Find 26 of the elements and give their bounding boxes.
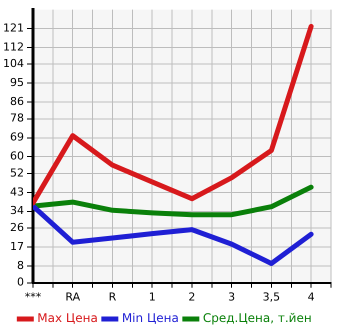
y-tick-label: 26 [10, 221, 24, 234]
y-tick-label: 17 [10, 240, 24, 253]
y-tick-label: 60 [10, 150, 24, 163]
y-tick-label: 43 [10, 185, 24, 198]
legend-label: Сред.Цена, т.йен [202, 311, 312, 326]
legend-label: Min Цена [122, 311, 179, 326]
y-tick-label: 121 [2, 21, 24, 34]
y-tick-label: 112 [2, 40, 24, 54]
x-tick-label: RA [65, 290, 81, 304]
y-tick-label: 0 [16, 276, 24, 289]
y-tick-label: 95 [10, 76, 24, 90]
legend-label: Max Цена [37, 311, 98, 326]
x-tick-label: 3 [228, 290, 236, 304]
y-tick-label: 69 [10, 130, 24, 144]
x-tick-label: 1 [148, 290, 156, 304]
y-tick-label: 34 [10, 204, 24, 218]
x-tick-label: 4 [308, 290, 315, 304]
x-tick-label: R [108, 290, 117, 304]
x-tick-label: 2 [188, 290, 196, 304]
y-tick-label: 86 [10, 94, 24, 108]
x-tick-label: *** [24, 290, 42, 304]
y-tick-label: 104 [2, 57, 24, 70]
y-tick-label: 52 [10, 166, 24, 180]
y-tick-label: 78 [10, 112, 24, 125]
x-tick-label: 3,5 [262, 290, 280, 304]
y-tick-label: 8 [16, 258, 24, 272]
